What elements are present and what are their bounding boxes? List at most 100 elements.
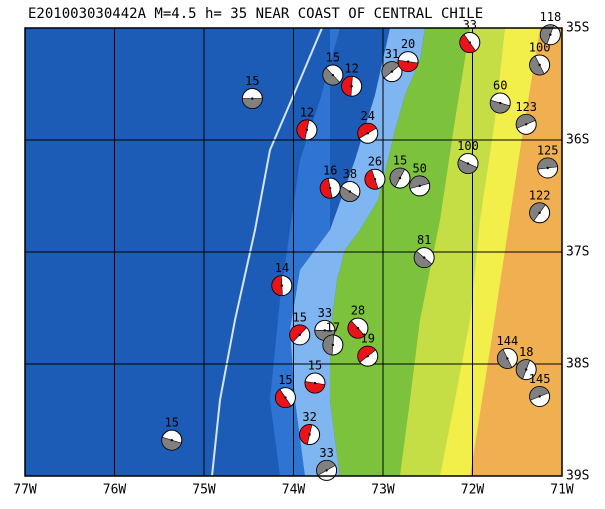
x-tick-label: 74W (282, 483, 306, 498)
beachball-center (308, 433, 311, 436)
beachball-quadrant (409, 175, 430, 189)
beachball-center (325, 469, 328, 472)
focal-mechanism: 144 (497, 334, 519, 369)
depth-label: 15 (278, 373, 292, 387)
depth-label: 144 (497, 334, 519, 348)
focal-mechanism: 81 (413, 233, 435, 269)
beachball-quadrant (357, 122, 377, 139)
focal-mechanism: 14 (271, 261, 293, 297)
beachball-quadrant (341, 75, 353, 97)
beachball-quadrant (322, 334, 335, 356)
beachball-center (348, 190, 352, 193)
beachball-center (251, 97, 254, 100)
depth-label: 118 (540, 10, 562, 24)
depth-label: 50 (412, 161, 426, 175)
focal-mechanism: 19 (357, 332, 379, 367)
beachball-center (418, 184, 421, 188)
beachball-quadrant (242, 98, 263, 109)
beachball-quadrant (347, 320, 366, 339)
depth-label: 60 (493, 79, 507, 93)
focal-mechanism: 125 (537, 144, 559, 179)
focal-mechanism: 38 (339, 167, 361, 203)
beachball-center (506, 357, 509, 360)
focal-mechanism: 33 (459, 18, 481, 54)
beachball-center (538, 211, 541, 214)
focal-mechanism: 15 (389, 154, 411, 189)
focal-mechanism: 15 (322, 51, 344, 86)
beachball-center (466, 162, 470, 165)
focal-mechanism: 50 (409, 161, 431, 197)
axis-labels: 77W 76W 75W 74W 73W 72W 71W 35S 36S 37S 38S 39S (13, 21, 589, 498)
beachball-center (350, 85, 353, 88)
beachball-center (331, 73, 335, 77)
depth-label: 19 (361, 332, 375, 346)
beachball-quadrant (497, 349, 513, 369)
beachball-center (170, 438, 173, 442)
beachball-quadrant (459, 33, 476, 53)
y-tick-label: 37S (566, 245, 589, 260)
depth-label: 15 (245, 74, 259, 88)
focal-mechanism: 15 (304, 359, 326, 394)
depth-label: 100 (529, 40, 551, 54)
beachball-quadrant (161, 436, 182, 451)
depth-label: 26 (368, 155, 382, 169)
beachball-quadrant (271, 275, 283, 296)
x-tick-label: 75W (192, 483, 216, 498)
depth-label: 123 (515, 100, 537, 114)
beachball-center (323, 329, 327, 332)
beachball-center (298, 333, 301, 337)
beachball-center (305, 128, 309, 132)
focal-mechanism: 15 (161, 416, 183, 451)
focal-mechanism: 18 (515, 345, 537, 381)
depth-label: 24 (361, 109, 375, 123)
focal-mechanism: 32 (299, 410, 321, 446)
depth-label: 15 (326, 51, 340, 65)
beachball-quadrant (540, 24, 555, 45)
beachball-quadrant (316, 460, 336, 476)
depth-label: 125 (537, 144, 559, 158)
depth-label: 122 (529, 188, 551, 202)
beachball-center (398, 176, 402, 180)
x-tick-label: 76W (103, 483, 127, 498)
depth-label: 100 (457, 139, 479, 153)
beachball-quadrant (289, 324, 308, 343)
x-tick-label: 71W (550, 483, 574, 498)
beachball-quadrant (364, 169, 379, 190)
beachball-quadrant (516, 114, 536, 129)
focal-mechanism: 12 (296, 105, 318, 141)
beachball-center (373, 178, 377, 181)
y-tick-label: 35S (566, 21, 589, 36)
focal-mechanism: 15 (274, 373, 296, 409)
focal-mechanism: 20 (397, 37, 419, 73)
beachball-quadrant (304, 381, 326, 394)
depth-label: 33 (318, 306, 332, 320)
focal-mechanism: 100 (529, 40, 551, 76)
beachball-center (525, 368, 528, 371)
beachball-quadrant (529, 386, 550, 401)
beachball-quadrant (299, 424, 313, 445)
focal-mechanism: 100 (457, 139, 479, 175)
depth-label: 81 (417, 233, 431, 247)
depth-label: 28 (351, 304, 365, 318)
focal-mechanism: 31 (381, 47, 403, 83)
x-tick-label: 73W (371, 483, 395, 498)
beachball-quadrant (529, 202, 546, 222)
focal-mechanism: 33 (316, 446, 338, 481)
beachball-center (549, 33, 552, 36)
depth-label: 38 (343, 167, 357, 181)
depth-label: 15 (293, 310, 307, 324)
depth-label: 18 (519, 345, 533, 359)
y-tick-label: 38S (566, 357, 589, 372)
beachball-center (538, 63, 541, 67)
depth-label: 31 (385, 47, 399, 61)
depth-label: 32 (302, 410, 316, 424)
beachball-quadrant (529, 55, 545, 76)
y-tick-label: 36S (566, 133, 589, 148)
x-tick-label: 72W (461, 483, 485, 498)
focal-mechanism: 17 (322, 320, 344, 356)
beachball-center (546, 166, 549, 170)
beachball-quadrant (413, 250, 433, 268)
beachball-center (331, 343, 335, 347)
beachball-quadrant (319, 177, 333, 199)
